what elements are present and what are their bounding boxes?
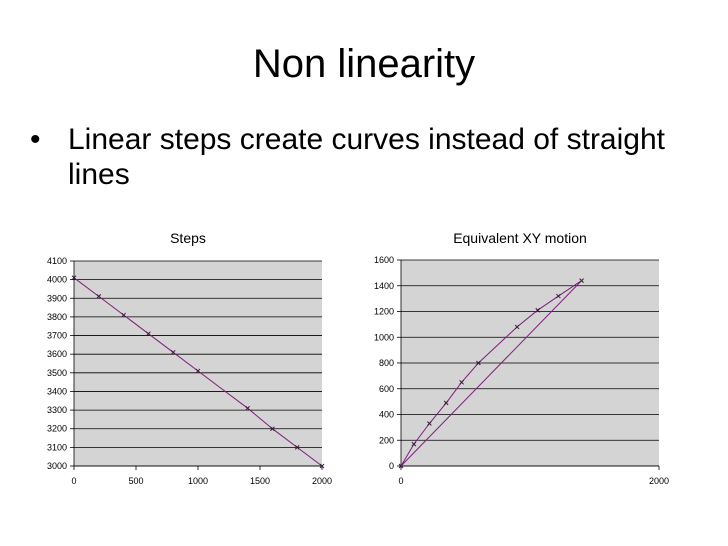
y-tick-label: 3100	[47, 442, 67, 452]
plot-area	[74, 261, 322, 466]
series-line	[400, 280, 582, 467]
slide-title: Non linearity	[252, 42, 476, 86]
bullet-marker: •	[30, 123, 41, 156]
data-point	[270, 426, 275, 432]
marker-stroke	[245, 405, 250, 411]
y-tick-label: 1000	[374, 332, 394, 342]
x-tick-label: 1500	[250, 476, 270, 486]
y-tick-label: 4100	[47, 256, 67, 266]
x-tick-label: 1000	[188, 476, 208, 486]
x-tick-label: 2000	[649, 476, 669, 486]
y-tick-label: 3700	[47, 331, 67, 341]
y-tick-label: 3300	[47, 405, 67, 415]
data-point	[319, 463, 325, 469]
bullet-list: • Linear steps create curves instead of …	[30, 122, 710, 192]
data-point	[96, 294, 102, 299]
data-point	[535, 307, 541, 313]
data-point	[245, 405, 250, 411]
x-tick-label: 0	[71, 476, 76, 486]
data-point	[514, 324, 520, 330]
bullet-item: • Linear steps create curves instead of …	[30, 122, 710, 192]
marker-stroke	[270, 426, 275, 432]
chart-title: Steps	[170, 230, 206, 246]
xy-motion-chart: Equivalent XY motion 0 200 400 600 800 1000 120…	[374, 230, 669, 486]
steps-chart: Steps 3000 3100 3200 3300 3400 3500 3600 3700 380…	[47, 230, 332, 486]
data-point	[476, 360, 481, 366]
chart-title: Equivalent XY motion	[453, 230, 587, 246]
series-line	[400, 280, 582, 467]
marker-stroke	[121, 312, 126, 318]
y-tick-label: 3000	[47, 461, 67, 471]
y-tick-label: 200	[379, 435, 394, 445]
marker-stroke	[476, 360, 481, 366]
bullet-text: Linear steps create curves instead of st…	[68, 123, 665, 191]
y-tick-label: 3400	[47, 386, 67, 396]
y-tick-label: 1600	[374, 255, 394, 265]
y-tick-label: 1200	[374, 307, 394, 317]
y-tick-label: 4000	[47, 275, 67, 285]
marker-stroke	[294, 445, 300, 450]
marker-stroke	[411, 441, 417, 447]
marker-stroke	[195, 368, 201, 374]
marker-stroke	[459, 379, 464, 385]
y-tick-label: 800	[379, 358, 394, 368]
data-point	[121, 312, 126, 318]
x-tick-label: 0	[398, 476, 403, 486]
marker-stroke	[535, 307, 541, 313]
y-tick-label: 0	[389, 461, 394, 471]
marker-stroke	[170, 349, 176, 355]
data-point	[411, 441, 417, 447]
data-point	[427, 421, 432, 426]
y-tick-label: 400	[379, 410, 394, 420]
marker-stroke	[96, 294, 102, 299]
y-tick-label: 600	[379, 384, 394, 394]
x-tick-label: 500	[128, 476, 143, 486]
data-point	[294, 445, 300, 450]
y-tick-label: 3900	[47, 293, 67, 303]
marker-stroke	[71, 275, 77, 281]
data-point	[170, 349, 176, 355]
data-point	[459, 379, 464, 385]
data-point	[146, 331, 151, 337]
y-tick-label: 3500	[47, 368, 67, 378]
y-tick-label: 3800	[47, 312, 67, 322]
marker-stroke	[443, 400, 449, 406]
y-tick-label: 3600	[47, 349, 67, 359]
data-point	[443, 400, 449, 406]
marker-stroke	[146, 331, 151, 337]
data-point	[195, 368, 201, 374]
y-tick-label: 1400	[374, 281, 394, 291]
marker-stroke	[427, 421, 432, 426]
marker-stroke	[556, 293, 561, 299]
y-tick-label: 3200	[47, 424, 67, 434]
x-tick-label: 2000	[312, 476, 332, 486]
marker-stroke	[319, 463, 325, 469]
data-point	[71, 275, 77, 281]
marker-stroke	[514, 324, 520, 330]
data-point	[556, 293, 561, 299]
